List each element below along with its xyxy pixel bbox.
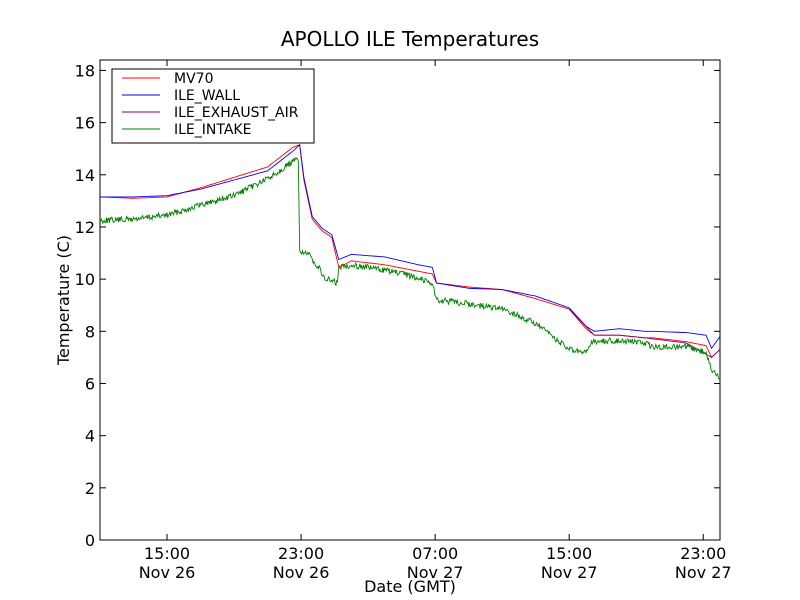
x-tick-label-time: 15:00 [144,544,190,563]
series-line-ile-wall [100,143,721,350]
y-tick-label: 8 [85,322,95,341]
y-tick-label: 2 [85,479,95,498]
x-tick-label-time: 15:00 [546,544,592,563]
legend-label: ILE_WALL [174,88,240,104]
y-tick-label: 10 [75,270,95,289]
series-group [99,143,721,380]
series-line-ile-intake [99,156,721,380]
x-tick-label-date: Nov 26 [273,563,330,582]
x-tick-label-date: Nov 27 [541,563,598,582]
legend-label: ILE_EXHAUST_AIR [174,105,299,121]
y-tick-label: 16 [75,114,95,133]
x-tick-label-time: 07:00 [412,544,458,563]
y-tick-label: 14 [75,166,95,185]
y-tick-label: 6 [85,374,95,393]
x-tick-label-date: Nov 27 [675,563,732,582]
x-axis-label: Date (GMT) [364,577,456,596]
x-tick-label-date: Nov 27 [407,563,464,582]
legend-label: ILE_INTAKE [174,122,251,138]
y-tick-label: 4 [85,427,95,446]
x-tick-label-date: Nov 26 [139,563,196,582]
legend-label: MV70 [174,71,213,87]
y-tick-label: 18 [75,61,95,80]
legend-box [111,68,315,144]
chart-title: APOLLO ILE Temperatures [281,27,539,51]
y-axis-label: Temperature (C) [54,235,73,366]
y-tick-label: 0 [85,531,95,550]
x-tick-label-time: 23:00 [278,544,324,563]
x-tick-label-time: 23:00 [680,544,726,563]
y-tick-label: 12 [75,218,95,237]
